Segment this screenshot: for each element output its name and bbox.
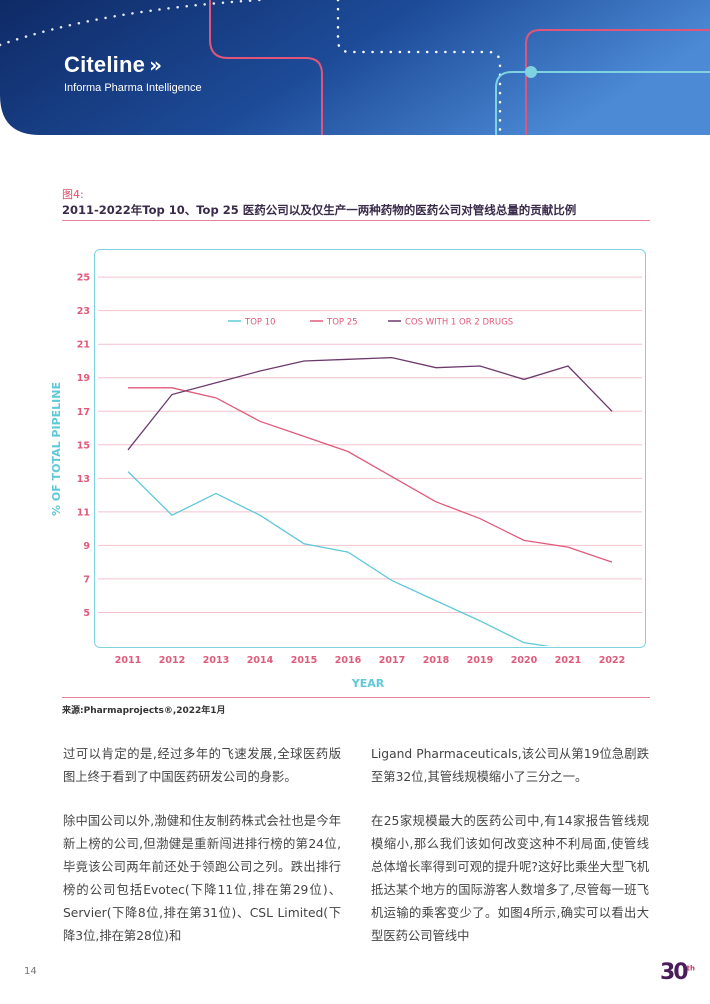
y-tick-label: 17 [77,407,90,418]
legend-item: COS WITH 1 OR 2 DRUGS [388,318,513,328]
y-tick-label: 21 [77,340,90,351]
page-number: 14 [24,966,37,977]
legend-label: COS WITH 1 OR 2 DRUGS [405,318,513,328]
series-line [127,356,613,451]
chart-frame [94,249,646,648]
brand-logo: Citeline» Informa Pharma Intelligence [64,52,202,94]
x-tick-label: 2017 [379,655,405,666]
y-tick-label: 23 [77,306,90,317]
legend-label: TOP 25 [326,318,358,328]
chevron-right-icon: » [149,53,162,77]
body-paragraph: 除中国公司以外,渤健和住友制药株式会社也是今年新上榜的公司,但渤健是重新闯进排行… [63,814,341,943]
x-tick-label: 2015 [291,655,317,666]
logo-number: 30 [660,960,689,985]
body-column-right: Ligand Pharmaceuticals,该公司从第19位急剧跌至第32位,… [371,743,649,969]
legend-item: TOP 10 [228,318,276,328]
y-tick-label: 19 [77,373,90,384]
x-tick-label: 2020 [511,655,538,666]
body-paragraph: 过可以肯定的是,经过多年的飞速发展,全球医药版图上终于看到了中国医药研发公司的身… [63,747,341,784]
y-tick-label: 15 [77,440,90,451]
x-tick-label: 2013 [203,655,229,666]
line-chart: 5 7 9 11 13 15 17 19 21 23 25 2011 2012 2013 2014 2015 2… [50,273,642,690]
y-tick-label: 13 [77,474,90,485]
y-tick-label: 9 [83,541,90,552]
series-line [127,471,551,646]
x-tick-label: 2012 [159,655,185,666]
figure-source: 来源:Pharmaprojects®,2022年1月 [62,706,226,716]
brand-name: Citeline [64,52,146,77]
title-divider [62,220,650,221]
anniversary-logo: 30th [660,960,695,985]
legend-item: TOP 25 [310,318,358,328]
y-tick-label: 11 [77,507,90,518]
y-tick-label: 7 [83,574,90,585]
source-divider [62,697,650,698]
body-paragraph: 在25家规模最大的医药公司中,有14家报告管线规模缩小,那么我们该如何改变这种不… [371,814,649,943]
series-line [128,387,613,563]
y-tick-label: 5 [83,608,90,619]
x-tick-label: 2018 [423,655,450,666]
body-paragraph: Ligand Pharmaceuticals,该公司从第19位急剧跌至第32位,… [371,747,649,784]
x-tick-label: 2022 [599,655,625,666]
x-tick-label: 2021 [555,655,581,666]
header-background [0,0,710,135]
figure-number: 图4: [62,188,84,201]
x-tick-label: 2016 [335,655,362,666]
x-axis-label: YEAR [351,677,385,690]
header-banner: Citeline» Informa Pharma Intelligence [0,0,710,135]
logo-suffix: th [686,964,695,973]
brand-subtitle: Informa Pharma Intelligence [64,82,202,94]
body-column-left: 过可以肯定的是,经过多年的飞速发展,全球医药版图上终于看到了中国医药研发公司的身… [63,743,341,969]
figure-title: 2011-2022年Top 10、Top 25 医药公司以及仅生产一两种药物的医… [62,203,577,217]
x-tick-label: 2014 [247,655,274,666]
x-tick-label: 2019 [467,655,493,666]
legend-label: TOP 10 [244,318,276,328]
x-tick-label: 2011 [115,655,141,666]
y-axis-label: % OF TOTAL PIPELINE [50,382,63,516]
y-tick-label: 25 [77,273,90,284]
